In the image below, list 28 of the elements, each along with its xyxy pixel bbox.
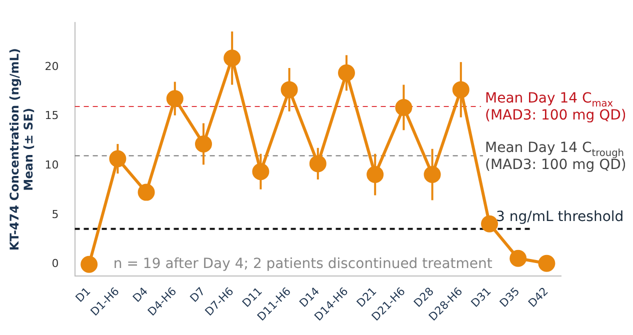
point xyxy=(109,150,126,168)
point xyxy=(395,98,412,116)
point xyxy=(252,163,270,180)
y-axis-title: KT-474 Concentration (ng/mL) Mean (± SE) xyxy=(7,48,36,251)
point xyxy=(510,250,527,267)
point xyxy=(338,64,355,82)
y-tick-label: 20 xyxy=(44,60,59,73)
annotation: n = 19 after Day 4; 2 patients discontinued treatment xyxy=(113,256,493,272)
point xyxy=(424,166,441,184)
point xyxy=(280,81,298,98)
y-tick-label: 15 xyxy=(44,109,59,122)
point xyxy=(366,166,384,184)
y-tick-label: 10 xyxy=(44,158,59,172)
point xyxy=(309,155,326,172)
x-tick-label: D1 xyxy=(73,284,94,305)
annotation: 3 ng/mL threshold xyxy=(496,208,624,225)
point xyxy=(138,184,155,201)
point xyxy=(452,81,470,98)
point xyxy=(224,50,241,67)
x-tick-label: D7 xyxy=(188,284,208,305)
point xyxy=(195,135,212,152)
y-tick-label: 5 xyxy=(52,208,59,221)
point xyxy=(538,254,556,272)
point xyxy=(80,256,98,273)
y-tick-label: 0 xyxy=(52,257,59,270)
point xyxy=(481,215,498,232)
x-tick-label: D4 xyxy=(130,284,150,305)
point xyxy=(166,90,184,108)
